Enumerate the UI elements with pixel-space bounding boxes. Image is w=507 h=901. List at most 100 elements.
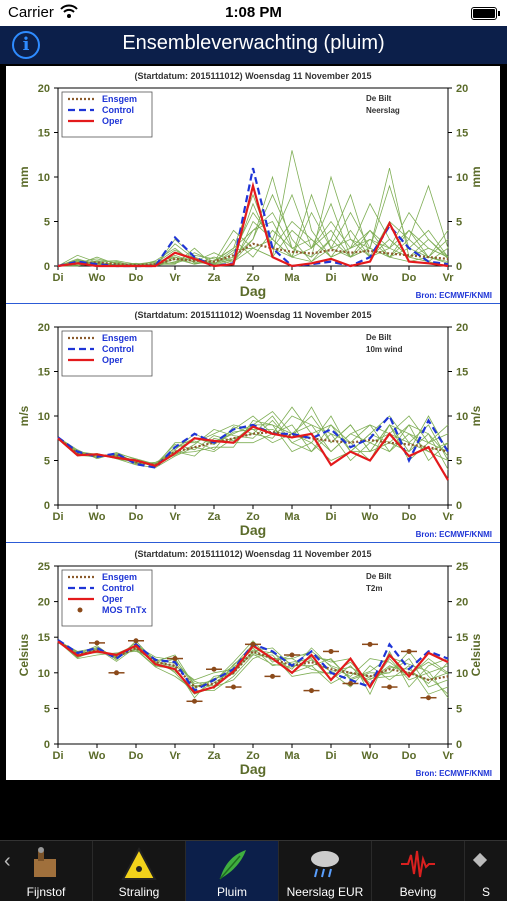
mos-marker-dot [211,666,217,672]
y-tick-label: 20 [38,597,50,609]
series-line-ensgem [57,639,449,689]
chart-panel-temperature: (Startdatum: 2015111012) Woensdag 11 Nov… [6,544,500,780]
series-line-ensgem [57,430,449,467]
mos-marker-dot [250,641,256,647]
chart-panel-precipitation: (Startdatum: 2015111012) Woensdag 11 Nov… [6,66,500,302]
panel-divider [6,303,500,304]
y-tick-label: 10 [38,668,50,680]
y-tick-label-right: 15 [456,128,468,140]
tab-bar: Fijnstof Straling Pluim Neerslag EUR Bev… [0,840,507,901]
mos-marker-dot [367,641,373,647]
y-axis-label: mm [17,166,31,187]
x-tick-label: Za [208,272,222,284]
legend-entry: MOS TnTx [102,605,147,615]
chart-header: (Startdatum: 2015111012) Woensdag 11 Nov… [135,310,372,320]
x-tick-label: Di [326,750,337,762]
x-tick-label: Ma [284,511,300,523]
y-axis-label-right: mm [469,166,483,187]
legend-swatch [77,607,83,613]
tab-label: Beving [399,885,437,899]
legend-entry: Control [102,105,134,115]
mos-marker-dot [348,680,353,686]
chart-panel-wind: (Startdatum: 2015111012) Woensdag 11 Nov… [6,305,500,541]
y-tick-label: 5 [44,703,50,715]
ensemble-member-line [57,641,449,694]
y-tick-label: 25 [38,561,50,573]
x-tick-label: Di [326,511,337,523]
variable-label: 10m wind [366,345,403,354]
mos-marker-dot [114,670,119,676]
source-label: Bron: ECMWF/KNMI [416,291,492,300]
info-icon[interactable]: i [12,31,40,59]
series-line-oper [57,425,449,481]
scroll-left-icon[interactable]: ‹ [4,850,11,872]
legend-entry: Oper [102,594,124,604]
chart-header: (Startdatum: 2015111012) Woensdag 11 Nov… [135,71,372,81]
tab-neerslag-eur[interactable]: Neerslag EUR [279,841,372,901]
chart-header: (Startdatum: 2015111012) Woensdag 11 Nov… [135,549,372,559]
mos-marker-dot [270,673,275,679]
y-tick-label: 15 [38,632,50,644]
mos-marker-dot [328,648,334,654]
tab-fijnstof[interactable]: Fijnstof [0,841,93,901]
series-line-ensgem [57,242,449,268]
x-tick-label: Wo [89,750,106,762]
y-tick-label: 10 [38,411,50,423]
temperature-chart: (Startdatum: 2015111012) Woensdag 11 Nov… [17,549,492,778]
y-tick-label-right: 20 [456,597,468,609]
x-tick-label: Vr [442,511,454,523]
x-tick-label: Wo [362,272,379,284]
tab-label: Pluim [216,885,247,899]
y-tick-label: 15 [38,367,50,379]
feather-icon [219,850,246,880]
nav-bar: i Ensembleverwachting (pluim) [0,26,507,64]
source-label: Bron: ECMWF/KNMI [416,530,492,539]
rain-cloud-icon [311,851,339,878]
mos-marker-dot [133,638,139,644]
x-tick-label: Do [402,511,417,523]
ensemble-member-line [57,184,449,267]
legend-entry: Control [102,583,134,593]
legend-entry: Oper [102,116,124,126]
tab-straling[interactable]: Straling [93,841,186,901]
ensemble-member-line [57,184,449,267]
y-tick-label-right: 10 [456,172,468,184]
ensemble-member-line [57,406,449,467]
x-tick-label: Vr [169,511,181,523]
y-axis-label-right: m/s [469,405,483,426]
legend-entry: Ensgem [102,333,137,343]
carrier-label: Carrier [8,4,54,21]
mos-marker-dot [426,695,431,701]
station-label: De Bilt [366,333,392,342]
x-tick-label: Di [53,750,64,762]
ensemble-member-line [57,641,449,699]
station-label: De Bilt [366,572,392,581]
x-tick-label: Vr [169,272,181,284]
tab-beving[interactable]: Beving [372,841,465,901]
mos-marker-dot [172,656,178,662]
x-tick-label: Ma [284,750,300,762]
x-tick-label: Di [53,272,64,284]
y-tick-label: 15 [38,128,50,140]
x-tick-label: Za [208,750,222,762]
status-bar: Carrier 1:08 PM [0,0,507,26]
legend-entry: Ensgem [102,94,137,104]
legend-entry: Control [102,344,134,354]
x-tick-label: Di [53,511,64,523]
x-tick-label: Wo [362,750,379,762]
tab-pluim[interactable]: Pluim [186,841,279,901]
tab-s[interactable]: S [465,841,507,901]
x-tick-label: Wo [89,272,106,284]
y-axis-label: Celsius [17,633,31,676]
mos-marker-dot [231,684,236,690]
satellite-icon [472,852,488,868]
x-tick-label: Wo [89,511,106,523]
y-axis-label-right: Celsius [469,633,483,676]
y-tick-label: 5 [44,456,50,468]
y-tick-label-right: 20 [456,322,468,334]
x-tick-label: Zo [246,750,260,762]
y-tick-label-right: 0 [456,261,462,273]
y-tick-label-right: 0 [456,500,462,512]
y-tick-label-right: 20 [456,83,468,95]
x-tick-label: Do [402,750,417,762]
